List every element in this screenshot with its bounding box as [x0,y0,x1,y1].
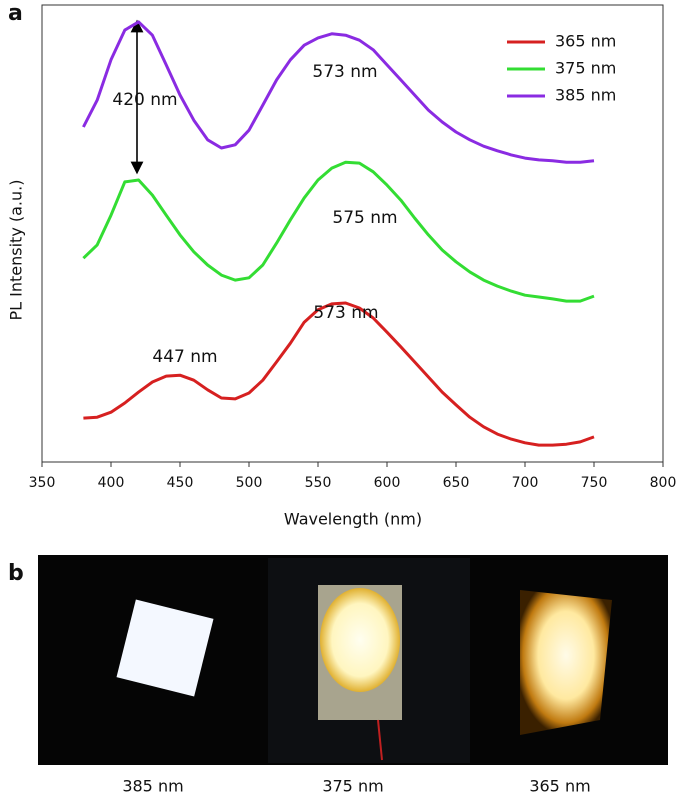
photo-caption: 375 nm [322,777,383,796]
panel-label: a [8,1,23,26]
x-tick-label: 600 [374,475,401,491]
x-tick-label: 500 [236,475,263,491]
wire [377,719,383,761]
x-tick-label: 750 [581,475,608,491]
light-panel [320,588,400,692]
annotation: 575 nm [332,208,397,228]
x-tick-label: 800 [650,475,677,491]
annotation: 573 nm [313,303,378,323]
annotation: 447 nm [152,347,217,367]
x-tick-label: 550 [305,475,332,491]
light-panel [116,599,214,697]
legend-label: 375 nm [555,59,616,78]
x-tick-label: 400 [98,475,125,491]
annotation: 420 nm [112,90,177,110]
x-tick-label: 350 [29,475,56,491]
x-tick-label: 650 [443,475,470,491]
legend-label: 365 nm [555,32,616,51]
x-tick-label: 450 [167,475,194,491]
legend-label: 385 nm [555,86,616,105]
series-line [83,301,595,447]
plot-frame [41,4,664,463]
annotation: 573 nm [312,62,377,82]
x-axis-label: Wavelength (nm) [284,510,422,529]
photo-panel [38,555,668,765]
x-tick-label: 700 [512,475,539,491]
light-panel [520,590,612,735]
y-axis-label: PL Intensity (a.u.) [7,180,26,321]
photo-caption: 385 nm [122,777,183,796]
photo-caption: 365 nm [529,777,590,796]
panel-label: b [8,561,24,586]
series-line [82,20,595,164]
series-line [82,160,595,303]
